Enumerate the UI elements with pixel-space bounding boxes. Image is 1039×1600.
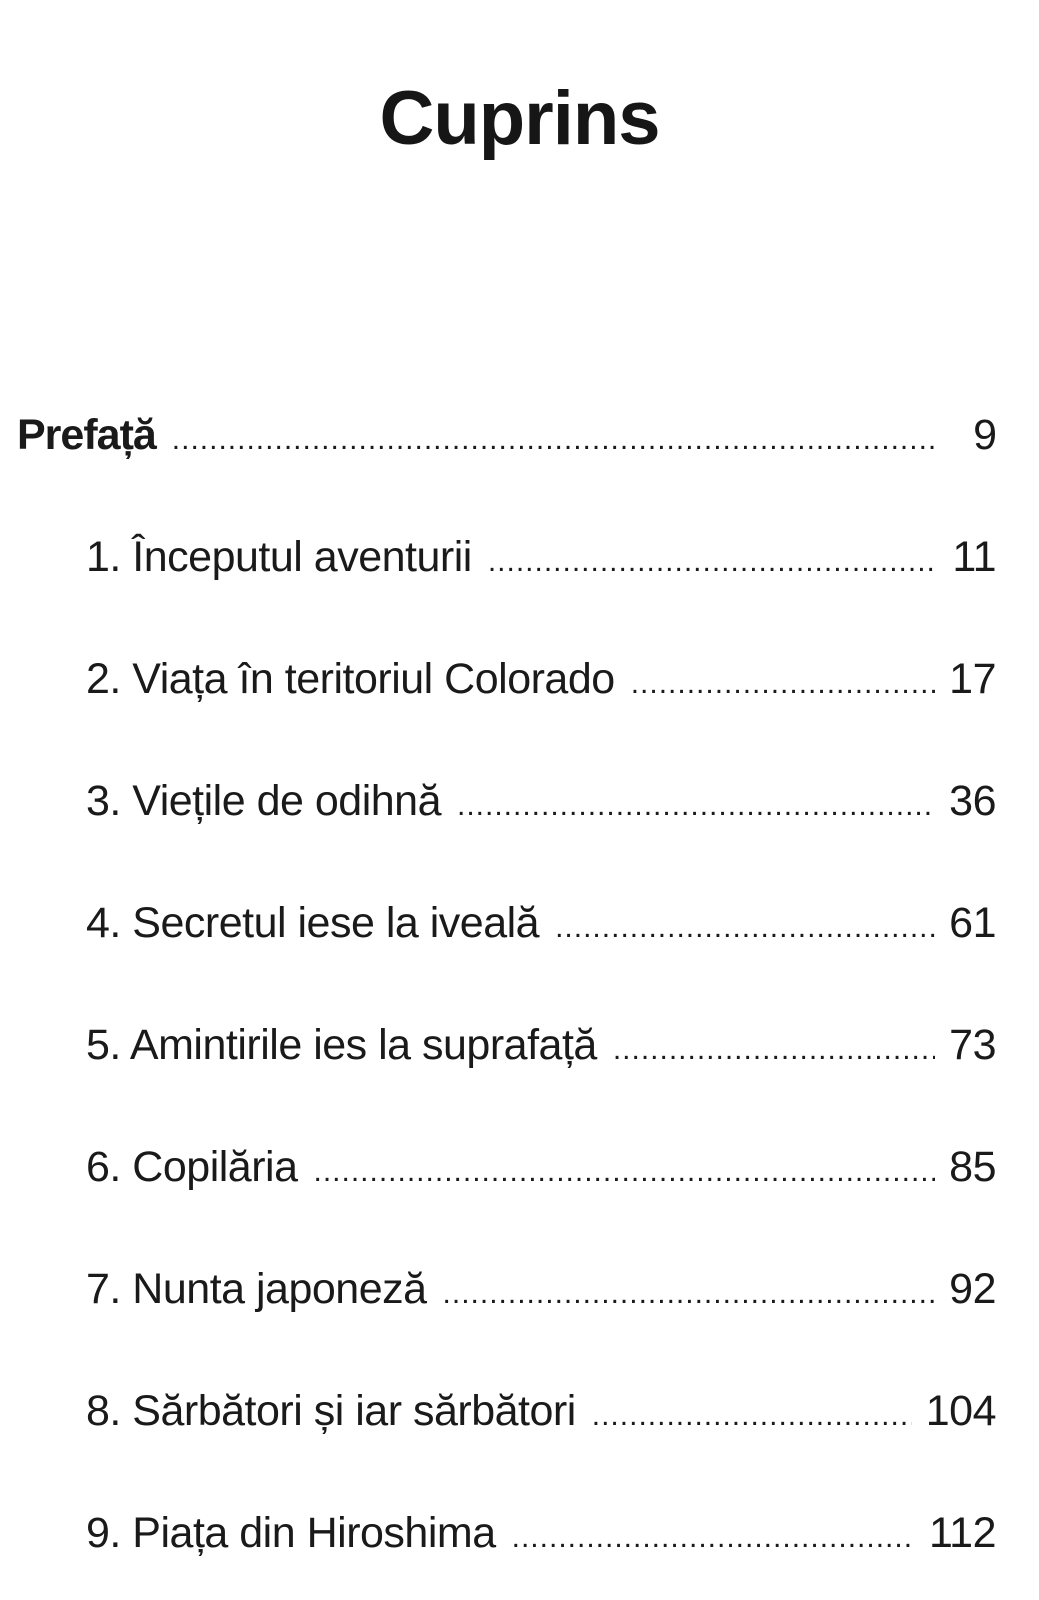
toc-entry-page-number: 92: [949, 1265, 996, 1313]
toc-entry-preface[interactable]: Prefață 9: [17, 405, 997, 465]
toc-entry-label: 7. Nunta japoneză: [86, 1265, 427, 1313]
toc-entry-label: 8. Sărbători și iar sărbători: [86, 1387, 576, 1435]
dot-leader: [172, 410, 938, 470]
dot-leader: [457, 776, 935, 836]
toc-entry-page-number: 73: [949, 1021, 996, 1069]
dot-leader: [592, 1386, 912, 1446]
toc-entry-page-number: 17: [949, 655, 996, 703]
toc-entry-page-number: 85: [949, 1143, 996, 1191]
toc-entry-label: 6. Copilăria: [86, 1143, 298, 1191]
toc-entry-page-number: 104: [925, 1387, 997, 1435]
toc-entry-page-number: 61: [949, 899, 996, 947]
toc-entry-chapter-7[interactable]: 7. Nunta japoneză 92: [86, 1259, 996, 1319]
dot-leader: [443, 1264, 936, 1324]
toc-entry-page-number: 11: [952, 533, 996, 581]
toc-entry-chapter-2[interactable]: 2. Viața în teritoriul Colorado 17: [86, 649, 996, 709]
dot-leader: [631, 654, 935, 714]
dot-leader: [555, 898, 935, 958]
toc-entry-chapter-1[interactable]: 1. Începutul aventurii 11: [86, 527, 997, 587]
toc-entry-page-number: 9: [973, 411, 997, 459]
toc-entry-label: 1. Începutul aventurii: [86, 533, 472, 581]
toc-entry-page-number: 36: [949, 777, 996, 825]
dot-leader: [488, 532, 938, 592]
toc-entry-chapter-9[interactable]: 9. Piața din Hiroshima 112: [86, 1503, 997, 1563]
toc-entry-label: 2. Viața în teritoriul Colorado: [86, 655, 615, 703]
toc-entry-label: Prefață: [17, 411, 157, 459]
toc-entry-label: 5. Amintirile ies la suprafață: [86, 1021, 597, 1069]
toc-entry-chapter-5[interactable]: 5. Amintirile ies la suprafață 73: [86, 1015, 996, 1075]
dot-leader: [613, 1020, 935, 1080]
toc-entry-label: 3. Viețile de odihnă: [86, 777, 442, 825]
toc-entry-chapter-6[interactable]: 6. Copilăria 85: [86, 1137, 996, 1197]
toc-entry-chapter-3[interactable]: 3. Viețile de odihnă 36: [86, 771, 996, 831]
toc-entry-label: 9. Piața din Hiroshima: [86, 1509, 496, 1557]
toc-entry-chapter-4[interactable]: 4. Secretul iese la iveală 61: [86, 893, 996, 953]
toc-entry-page-number: 112: [928, 1509, 997, 1557]
dot-leader: [512, 1508, 915, 1568]
toc-entry-chapter-8[interactable]: 8. Sărbători și iar sărbători 104: [86, 1381, 997, 1441]
dot-leader: [314, 1142, 936, 1202]
toc-entry-label: 4. Secretul iese la iveală: [86, 899, 540, 947]
page-title: Cuprins: [379, 75, 660, 161]
